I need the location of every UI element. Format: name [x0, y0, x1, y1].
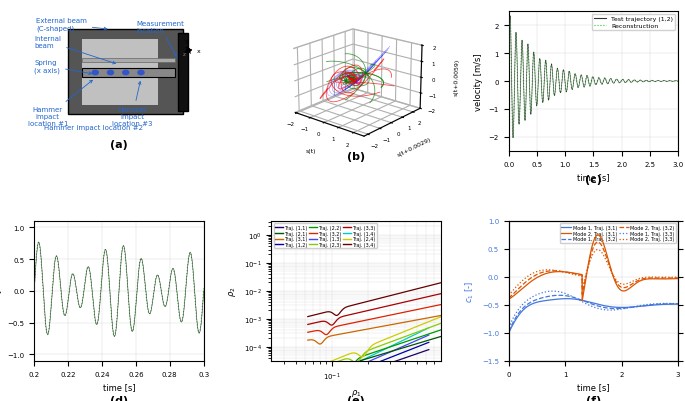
Text: (e): (e): [347, 395, 365, 401]
X-axis label: $\rho_1$: $\rho_1$: [351, 387, 362, 398]
Text: x: x: [197, 49, 201, 54]
X-axis label: time [s]: time [s]: [577, 173, 610, 182]
Text: (d): (d): [110, 395, 128, 401]
Bar: [82, 40, 158, 105]
X-axis label: s(t): s(t): [306, 149, 316, 154]
Text: Hammer
impact
location #3: Hammer impact location #3: [112, 82, 153, 127]
Text: Hammer impact location #2: Hammer impact location #2: [44, 125, 143, 131]
Text: (f): (f): [586, 395, 601, 401]
Bar: [82, 59, 175, 63]
Bar: [68, 30, 184, 115]
Text: y: y: [185, 38, 188, 44]
Circle shape: [123, 71, 129, 75]
Text: (a): (a): [110, 140, 128, 150]
Text: Measurement
location: Measurement location: [136, 20, 184, 57]
Text: Internal
beam: Internal beam: [34, 36, 116, 65]
Circle shape: [138, 71, 144, 75]
Text: z: z: [183, 52, 186, 57]
Legend: Mode 1, Traj. (3,1), Mode 2, Traj. (3,1), Mode 1, Traj. (3,2), Mode 2, Traj. (3,: Mode 1, Traj. (3,1), Mode 2, Traj. (3,1)…: [560, 224, 675, 243]
Y-axis label: $\rho_2$: $\rho_2$: [227, 286, 238, 296]
X-axis label: time [s]: time [s]: [103, 382, 135, 391]
Bar: [82, 69, 175, 77]
Y-axis label: s(t+0.0029): s(t+0.0029): [396, 137, 432, 158]
Circle shape: [108, 71, 114, 75]
Circle shape: [92, 71, 99, 75]
Legend: Test trajectory (1,2), Reconstruction: Test trajectory (1,2), Reconstruction: [592, 15, 675, 31]
Y-axis label: velocity [m/s]: velocity [m/s]: [474, 53, 483, 111]
Y-axis label: velocity [m/s]: velocity [m/s]: [0, 262, 2, 320]
X-axis label: time [s]: time [s]: [577, 382, 610, 391]
Y-axis label: $c_1$ [-]: $c_1$ [-]: [464, 280, 476, 302]
Text: Hammer
impact
location #1: Hammer impact location #1: [27, 81, 92, 127]
Legend: Traj. (1,1), Traj. (2,1), Traj. (3,1), Traj. (1,2), Traj. (2,2), Traj. (3,2), Tr: Traj. (1,1), Traj. (2,1), Traj. (3,1), T…: [274, 224, 377, 249]
Text: External beam
(C-shaped): External beam (C-shaped): [36, 18, 107, 32]
Bar: [178, 34, 188, 111]
Text: (c): (c): [585, 174, 602, 184]
Text: (b): (b): [347, 152, 365, 162]
Text: Spring
(x axis): Spring (x axis): [34, 60, 92, 75]
